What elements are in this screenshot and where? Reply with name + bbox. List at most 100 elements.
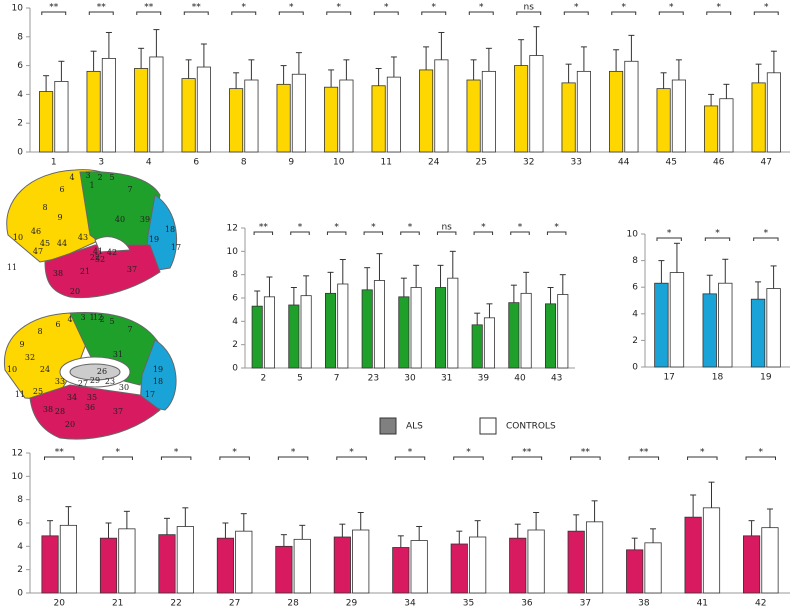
significance-label: * bbox=[518, 223, 523, 233]
x-tick-label: 19 bbox=[760, 373, 772, 383]
y-tick-label: 12 bbox=[227, 224, 238, 234]
error-bar bbox=[400, 277, 407, 297]
bar bbox=[288, 304, 300, 369]
significance-label: * bbox=[700, 448, 705, 458]
legend-swatch bbox=[479, 417, 497, 435]
significance-bracket bbox=[570, 456, 601, 460]
error-bar bbox=[673, 242, 680, 273]
significance-bracket bbox=[400, 231, 420, 235]
x-tick-label: 21 bbox=[112, 599, 123, 609]
brain-area-label: 9 bbox=[57, 213, 62, 222]
brain-area-label: 34 bbox=[67, 393, 77, 402]
y-tick-label: 2 bbox=[17, 119, 23, 129]
bar bbox=[718, 282, 733, 368]
error-bar bbox=[123, 510, 130, 529]
bar bbox=[41, 535, 59, 594]
bar bbox=[450, 543, 468, 594]
x-tick-label: 34 bbox=[404, 599, 416, 609]
significance-label: * bbox=[232, 448, 237, 458]
significance-label: ** bbox=[49, 3, 59, 13]
error-bar bbox=[613, 49, 620, 72]
brain-area-label: 8 bbox=[37, 327, 42, 336]
brain-area-label: 18 bbox=[165, 225, 175, 234]
y-tick-label: 6 bbox=[632, 283, 638, 293]
error-bar bbox=[200, 43, 207, 68]
significance-label: ns bbox=[524, 3, 535, 13]
significance-bracket bbox=[706, 11, 732, 15]
error-bar bbox=[533, 512, 540, 530]
error-bar bbox=[375, 67, 382, 86]
brain-area-label: 19 bbox=[153, 365, 163, 374]
error-bar bbox=[518, 39, 525, 66]
brain-area-label: 20 bbox=[70, 287, 80, 296]
significance-label: * bbox=[479, 3, 484, 13]
region-temporal bbox=[44, 244, 161, 299]
significance-bracket bbox=[436, 231, 457, 235]
significance-bracket bbox=[278, 11, 304, 15]
bar bbox=[39, 91, 54, 153]
error-bar bbox=[65, 506, 72, 526]
error-bar bbox=[485, 47, 492, 72]
x-tick-label: 39 bbox=[478, 374, 490, 384]
brain-area-label: 6 bbox=[55, 320, 60, 329]
error-bar bbox=[339, 259, 346, 284]
significance-bracket bbox=[290, 231, 310, 235]
significance-label: * bbox=[715, 229, 720, 239]
brain-area-label: 33 bbox=[55, 377, 65, 386]
significance-label: * bbox=[334, 223, 339, 233]
brain-area-label: 43 bbox=[78, 233, 88, 242]
brain-area-label: 36 bbox=[85, 403, 95, 412]
x-tick-label: 36 bbox=[521, 599, 533, 609]
bar bbox=[557, 294, 569, 369]
error-bar bbox=[357, 512, 364, 530]
error-bar bbox=[474, 520, 481, 537]
bar bbox=[624, 60, 639, 153]
error-bar bbox=[364, 267, 371, 290]
brain-area-label: 38 bbox=[43, 405, 53, 414]
error-bar bbox=[343, 59, 350, 80]
region-parietal-medial bbox=[69, 312, 161, 386]
y-tick-label: 10 bbox=[12, 472, 24, 482]
x-tick-label: 29 bbox=[346, 599, 358, 609]
brain-area-label: 47 bbox=[33, 247, 43, 256]
y-tick-label: 4 bbox=[232, 317, 238, 327]
bar bbox=[466, 79, 481, 153]
error-bar bbox=[90, 50, 97, 72]
error-bar bbox=[222, 522, 229, 539]
x-tick-label: 9 bbox=[288, 158, 294, 168]
error-bar bbox=[105, 31, 112, 59]
bar bbox=[704, 105, 719, 153]
x-tick-label: 7 bbox=[334, 374, 340, 384]
error-bar bbox=[153, 29, 160, 57]
error-bar bbox=[438, 31, 445, 60]
error-bar bbox=[138, 47, 145, 69]
x-tick-label: 28 bbox=[287, 599, 299, 609]
x-tick-label: 11 bbox=[381, 158, 392, 168]
error-bar bbox=[233, 72, 240, 89]
brain-area-label: 17 bbox=[145, 390, 155, 399]
y-tick-label: 0 bbox=[232, 364, 238, 374]
bar bbox=[293, 538, 311, 594]
bar bbox=[766, 72, 781, 153]
x-tick-label: 46 bbox=[713, 158, 725, 168]
significance-bracket bbox=[277, 456, 309, 460]
error-bar bbox=[43, 75, 50, 92]
significance-label: * bbox=[554, 223, 559, 233]
bar bbox=[86, 70, 101, 153]
brain-area-label: 12 bbox=[93, 313, 103, 322]
significance-label: * bbox=[349, 448, 354, 458]
bar bbox=[324, 292, 337, 369]
bar bbox=[585, 521, 604, 594]
x-tick-label: 22 bbox=[170, 599, 181, 609]
bar bbox=[158, 534, 176, 594]
brain-area-label: 1 bbox=[89, 313, 94, 322]
brain-area-label: 1 bbox=[89, 181, 94, 190]
y-tick-label: 4 bbox=[17, 542, 23, 552]
bar bbox=[410, 287, 422, 369]
brain-area-label: 40 bbox=[115, 215, 125, 224]
error-bar bbox=[708, 93, 715, 106]
brain-area-label: 41 bbox=[93, 247, 103, 256]
significance-label: * bbox=[622, 3, 627, 13]
